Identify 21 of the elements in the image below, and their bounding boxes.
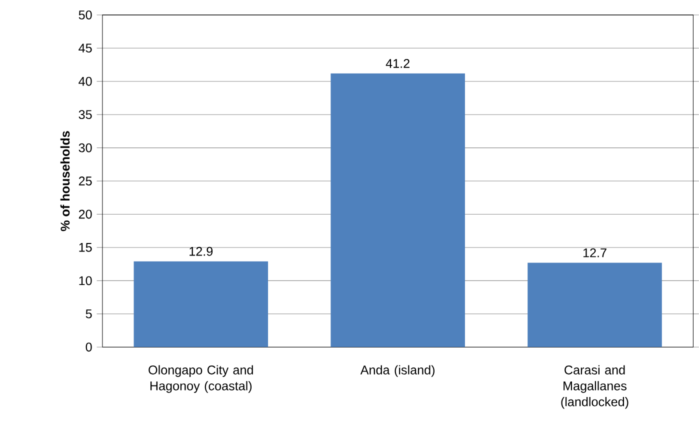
y-tick-label: 30 — [78, 144, 92, 152]
data-label: 41.2 — [386, 59, 410, 68]
y-axis-title: % of households — [60, 131, 70, 232]
data-label: 12.7 — [583, 248, 606, 258]
y-tick-label: 10 — [79, 276, 92, 286]
bar — [330, 74, 465, 348]
x-tick-label: Olongapo City and Hagonoy (coastal) — [148, 365, 253, 394]
data-label: 12.9 — [190, 247, 213, 256]
y-tick-label: 0 — [86, 342, 92, 352]
y-tick-label: 40 — [78, 77, 92, 86]
y-tick-label: 45 — [78, 44, 92, 53]
y-tick-label: 25 — [78, 176, 92, 186]
bar — [134, 262, 268, 348]
x-tick-label: Anda (island) — [360, 365, 434, 378]
y-tick-label: 15 — [79, 243, 92, 252]
y-tick-label: 35 — [78, 110, 92, 120]
y-tick-label: 20 — [78, 210, 92, 219]
y-tick-label: 50 — [78, 10, 92, 20]
y-tick-label: 5 — [86, 310, 92, 318]
bar — [528, 262, 662, 348]
x-tick-label: Carasi and Magallanes (landlocked) — [561, 365, 628, 409]
